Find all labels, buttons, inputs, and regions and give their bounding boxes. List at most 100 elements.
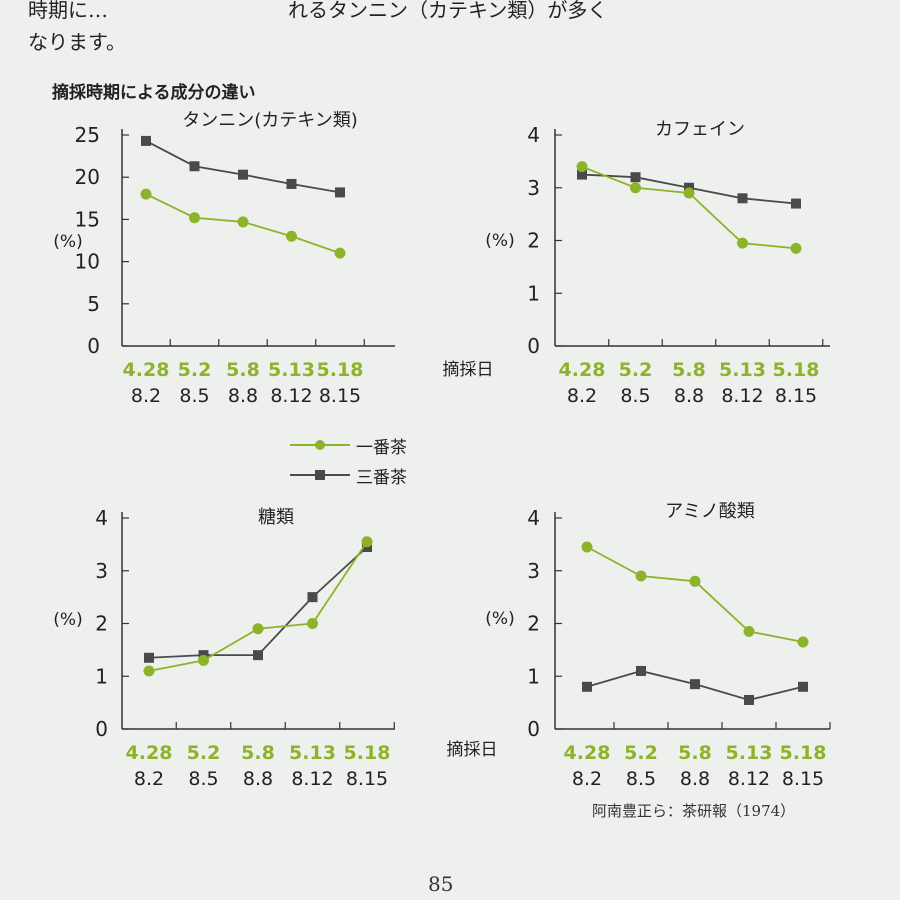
x-label-first-flush: 5.18 xyxy=(344,742,391,764)
y-tick-label: 4 xyxy=(527,123,540,147)
x-label-third-flush: 8.2 xyxy=(572,768,602,790)
legend-third-flush-marker xyxy=(290,470,350,480)
y-tick-label: 15 xyxy=(75,207,100,231)
legend: 一番茶 三番茶 xyxy=(290,430,407,490)
data-point-third-flush xyxy=(791,198,801,209)
series-line-third-flush xyxy=(145,140,341,194)
y-tick-label: 4 xyxy=(95,506,108,530)
y-tick-label: 25 xyxy=(75,123,100,147)
intro-text: 時期に… れるタンニン（カテキン類）が多く なります。 xyxy=(28,0,607,58)
y-tick-label: 3 xyxy=(527,559,540,583)
series-line-first-flush xyxy=(581,165,797,250)
intro-line-2: なります。 xyxy=(28,30,126,54)
x-label-first-flush: 5.13 xyxy=(726,742,773,764)
x-label-third-flush: 8.15 xyxy=(319,385,361,407)
data-point-first-flush xyxy=(576,161,588,173)
series-line-first-flush xyxy=(586,546,804,643)
data-point-third-flush xyxy=(744,694,754,705)
y-tick-label: 1 xyxy=(527,664,540,688)
y-tick-label: 10 xyxy=(75,250,100,274)
x-label-first-flush: 4.28 xyxy=(559,359,606,381)
chart-title: カフェイン xyxy=(655,119,745,140)
y-tick-label: 2 xyxy=(527,612,540,636)
x-label-first-flush: 5.2 xyxy=(178,359,212,381)
y-axis-label: (%) xyxy=(53,610,82,630)
x-label-third-flush: 8.12 xyxy=(291,768,333,790)
x-label-third-flush: 8.2 xyxy=(134,768,164,790)
x-label-third-flush: 8.5 xyxy=(620,385,650,407)
data-point-third-flush xyxy=(737,193,748,204)
x-label-first-flush: 5.8 xyxy=(678,742,712,764)
data-point-first-flush xyxy=(252,623,264,635)
data-point-first-flush xyxy=(689,575,701,587)
data-point-first-flush xyxy=(286,230,297,242)
y-axis-label: (%) xyxy=(485,231,514,251)
y-tick-label: 0 xyxy=(527,334,540,358)
data-point-first-flush xyxy=(797,636,809,648)
y-tick-label: 3 xyxy=(95,559,108,583)
x-label-third-flush: 8.12 xyxy=(270,385,312,407)
x-label-third-flush: 8.5 xyxy=(188,768,218,790)
y-axis-label: (%) xyxy=(485,609,514,629)
data-point-third-flush xyxy=(690,679,700,690)
data-point-third-flush xyxy=(335,187,345,198)
data-point-first-flush xyxy=(140,188,152,200)
x-label-third-flush: 8.2 xyxy=(567,385,597,407)
x-label-first-flush: 5.2 xyxy=(624,742,658,764)
x-label-first-flush: 4.28 xyxy=(564,742,611,764)
data-point-third-flush xyxy=(582,681,592,692)
data-point-third-flush xyxy=(577,169,587,180)
x-label-third-flush: 8.12 xyxy=(721,385,763,407)
x-label-third-flush: 8.15 xyxy=(346,768,388,790)
data-point-third-flush xyxy=(144,652,154,663)
x-label-first-flush: 5.8 xyxy=(672,359,706,381)
x-label-first-flush: 5.2 xyxy=(187,742,221,764)
x-label-first-flush: 5.8 xyxy=(241,742,275,764)
y-tick-label: 3 xyxy=(527,176,540,200)
legend-first-flush: 一番茶 xyxy=(290,430,407,460)
x-label-third-flush: 8.5 xyxy=(626,768,656,790)
y-tick-label: 0 xyxy=(95,717,108,741)
data-point-third-flush xyxy=(189,161,200,172)
y-tick-label: 2 xyxy=(95,612,108,636)
x-label-first-flush: 5.18 xyxy=(780,742,827,764)
data-point-first-flush xyxy=(635,570,647,582)
series-line-third-flush xyxy=(148,546,368,659)
data-point-first-flush xyxy=(307,618,318,629)
data-point-third-flush xyxy=(798,681,808,692)
chart-title: 糖類 xyxy=(258,507,294,528)
y-tick-label: 0 xyxy=(527,717,540,741)
data-point-first-flush xyxy=(581,541,593,553)
y-tick-label: 0 xyxy=(87,334,100,358)
x-label-third-flush: 8.8 xyxy=(674,385,704,407)
data-point-first-flush xyxy=(790,242,802,254)
legend-first-flush-label: 一番茶 xyxy=(356,437,407,458)
x-label-first-flush: 5.13 xyxy=(268,359,315,381)
y-axis-label: (%) xyxy=(53,232,82,252)
data-point-third-flush xyxy=(253,650,263,661)
x-label-first-flush: 4.28 xyxy=(126,742,173,764)
data-point-third-flush xyxy=(238,169,248,180)
x-label-third-flush: 8.12 xyxy=(728,768,770,790)
y-tick-label: 1 xyxy=(527,281,540,305)
x-label-first-flush: 5.2 xyxy=(619,359,653,381)
x-label-first-flush: 4.28 xyxy=(123,359,170,381)
y-tick-label: 4 xyxy=(527,506,540,530)
source-citation: 阿南豊正ら：茶研報（1974） xyxy=(592,802,796,820)
chart-title: タンニン(カテキン類) xyxy=(182,110,358,131)
y-tick-label: 5 xyxy=(87,292,100,316)
x-label-third-flush: 8.15 xyxy=(775,385,817,407)
x-label-third-flush: 8.8 xyxy=(243,768,273,790)
x-label-third-flush: 8.8 xyxy=(680,768,710,790)
x-label-first-flush: 5.13 xyxy=(719,359,766,381)
data-point-first-flush xyxy=(189,212,200,224)
x-label-third-flush: 8.8 xyxy=(228,385,258,407)
legend-third-flush: 三番茶 xyxy=(290,460,407,490)
x-label-first-flush: 5.18 xyxy=(773,359,820,381)
data-point-first-flush xyxy=(630,182,641,194)
data-point-third-flush xyxy=(286,178,297,189)
x-label-third-flush: 8.15 xyxy=(782,768,824,790)
x-axis-label: 摘採日 xyxy=(443,360,494,380)
data-point-third-flush xyxy=(636,665,646,676)
